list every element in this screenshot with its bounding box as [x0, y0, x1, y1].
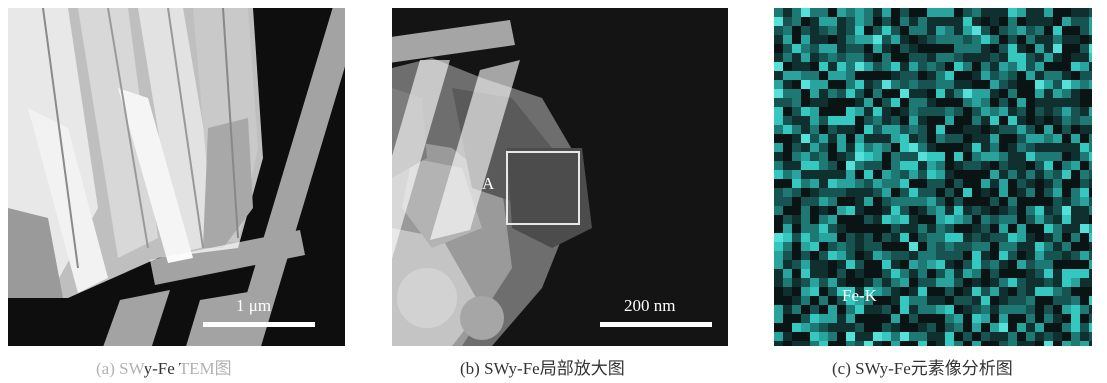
panel-b-magnified-image: A 200 nm [392, 8, 728, 346]
tem-fibers-graphic [8, 8, 345, 346]
scale-bar-b [600, 322, 712, 327]
scale-bar-label-a: 1 μm [236, 296, 272, 315]
fe-element-map-graphic [774, 8, 1092, 346]
scale-bar-a [203, 322, 315, 327]
panel-c-element-map: Fe-K [774, 8, 1092, 346]
region-label: A [482, 174, 495, 193]
caption-b: (b) SWy-Fe局部放大图 [460, 359, 625, 378]
caption-a: (a) SWy-Fe TEM图 [96, 359, 232, 378]
selected-region-box [506, 151, 580, 225]
panel-a-tem-image: 1 μm [8, 8, 345, 346]
element-label: Fe-K [842, 286, 877, 305]
scale-bar-label-b: 200 nm [624, 296, 676, 315]
caption-c: (c) SWy-Fe元素像分析图 [832, 359, 1013, 378]
